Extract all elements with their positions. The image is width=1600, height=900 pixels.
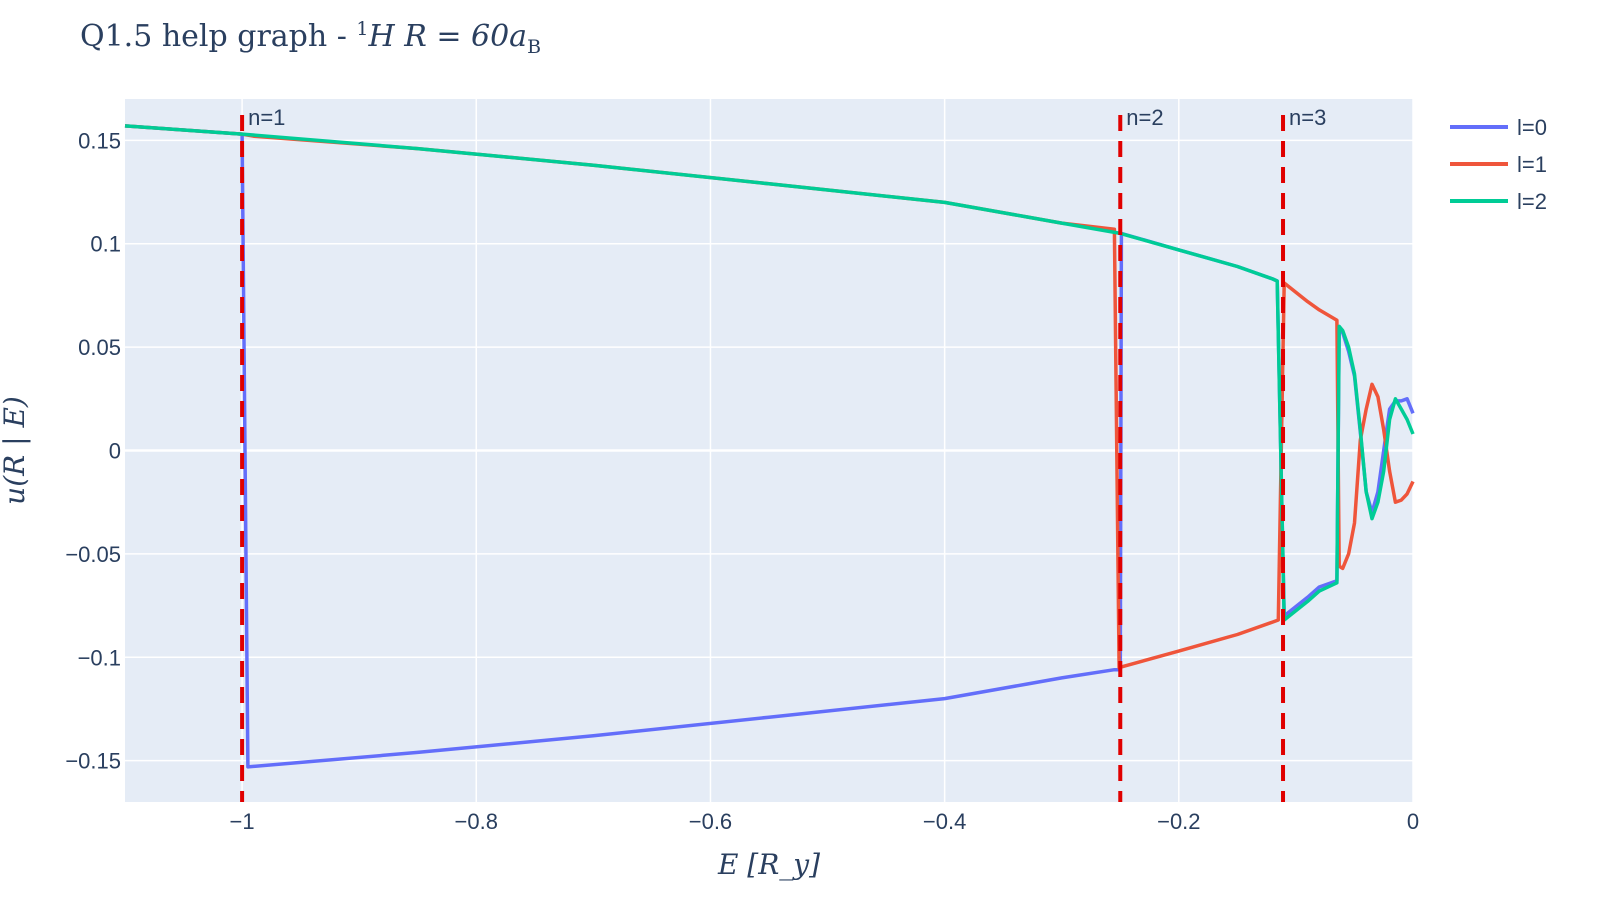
chart-title: Q1.5 help graph - 1H R = 60aB	[80, 18, 541, 58]
tick-layer: −1 −0.8 −0.6 −0.4 −0.2 0 0.15 0.1 0.05 0 −0.05 −0.1…	[65, 128, 1419, 834]
y-tick-label: −0.15	[65, 749, 121, 774]
series-line-l0	[124, 124, 1415, 769]
legend-item-l0[interactable]: l=0	[1450, 115, 1547, 140]
y-tick-label: 0	[109, 439, 121, 464]
y-tick-label: 0.05	[78, 335, 121, 360]
chart-title-prefix: Q1.5 help graph -	[80, 19, 357, 54]
energy-level-label-n3: n=3	[1289, 105, 1326, 130]
series-layer	[124, 124, 1415, 769]
legend-item-l2[interactable]: l=2	[1450, 189, 1547, 214]
x-tick-label: −0.4	[923, 809, 966, 834]
x-tick-label: 0	[1407, 809, 1419, 834]
x-axis-title: E [R_y]	[717, 848, 820, 881]
x-tick-label: −0.2	[1157, 809, 1200, 834]
chart-title-formula: H R = 60a	[368, 19, 528, 54]
y-tick-label: −0.05	[65, 542, 121, 567]
x-tick-label: −0.8	[455, 809, 498, 834]
energy-level-label-n1: n=1	[248, 105, 285, 130]
legend-label: l=0	[1517, 115, 1547, 140]
y-tick-label: −0.1	[78, 645, 121, 670]
y-tick-label: 0.1	[90, 232, 121, 257]
legend[interactable]: l=0 l=1 l=2	[1450, 115, 1547, 214]
chart-title-sup: 1	[356, 18, 369, 40]
legend-label: l=2	[1517, 189, 1547, 214]
legend-item-l1[interactable]: l=1	[1450, 152, 1547, 177]
series-line-l2	[124, 124, 1415, 622]
vline-layer: n=1 n=2 n=3	[240, 105, 1326, 802]
x-tick-label: −0.6	[689, 809, 732, 834]
legend-label: l=1	[1517, 152, 1547, 177]
energy-level-label-n2: n=2	[1126, 105, 1163, 130]
x-tick-label: −1	[230, 809, 255, 834]
chart-title-sub: B	[527, 36, 542, 58]
y-tick-label: 0.15	[78, 128, 121, 153]
y-axis-title: u(R | E)	[0, 396, 31, 505]
